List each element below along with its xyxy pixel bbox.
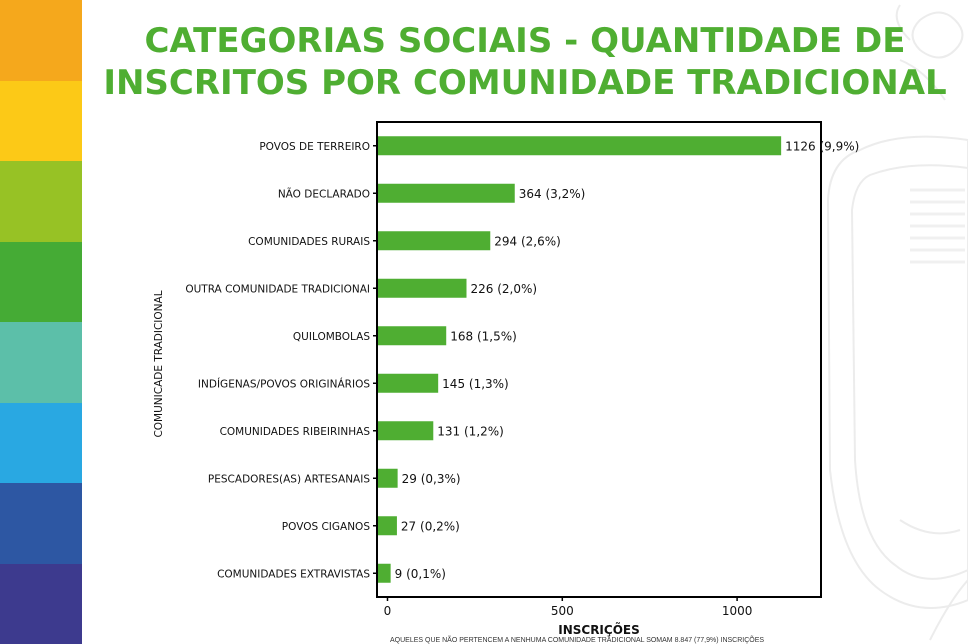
bar-8 xyxy=(378,468,398,488)
bar-5 xyxy=(378,326,447,346)
emblem-watermark xyxy=(826,4,968,641)
plot-frame xyxy=(376,121,822,598)
y-tick-label-9: POVOS CIGANOS xyxy=(282,521,371,533)
bar-9 xyxy=(378,516,397,536)
color-stripe-5 xyxy=(0,322,82,403)
color-stripe-7 xyxy=(0,483,82,564)
bar-6 xyxy=(378,373,439,393)
data-label-8: 29 (0,3%) xyxy=(402,472,461,486)
bar-4 xyxy=(378,278,467,298)
y-tick-label-2: NÃO DECLARADO xyxy=(278,187,370,200)
color-stripe-2 xyxy=(0,80,82,161)
data-label-7: 131 (1,2%) xyxy=(437,424,504,438)
x-axis-label: INSCRIÇÕES xyxy=(558,622,640,637)
x-tick-label-1: 0 xyxy=(384,604,392,618)
bar-7 xyxy=(378,421,434,441)
y-tick-label-10: COMUNIDADES EXTRAVISTAS xyxy=(217,568,370,580)
data-label-6: 145 (1,3%) xyxy=(442,377,509,391)
color-stripe-bar xyxy=(0,0,82,644)
chart-title-line-2: INSCRITOS POR COMUNIDADE TRADICIONAL xyxy=(103,63,947,103)
y-tick-label-5: QUILOMBOLAS xyxy=(293,331,370,343)
color-stripe-6 xyxy=(0,402,82,483)
chart-title: CATEGORIAS SOCIAIS - QUANTIDADE DE INSCR… xyxy=(100,20,950,104)
bar-3 xyxy=(378,231,491,251)
color-stripe-1 xyxy=(0,0,82,81)
y-tick-label-8: PESCADORES(AS) ARTESANAIS xyxy=(208,473,370,485)
data-label-4: 226 (2,0%) xyxy=(470,282,537,296)
bar-10 xyxy=(378,563,391,583)
color-stripe-3 xyxy=(0,161,82,242)
data-label-10: 9 (0,1%) xyxy=(395,567,446,581)
data-label-9: 27 (0,2%) xyxy=(401,519,460,533)
color-stripe-8 xyxy=(0,563,82,644)
data-label-5: 168 (1,5%) xyxy=(450,329,517,343)
y-tick-label-7: COMUNIDADES RIBEIRINHAS xyxy=(220,426,371,438)
data-label-1: 1126 (9,9%) xyxy=(785,139,859,153)
footnote: AQUELES QUE NÃO PERTENCEM A NENHUMA COMU… xyxy=(390,637,765,644)
bar-2 xyxy=(378,183,515,203)
color-stripe-4 xyxy=(0,241,82,322)
chart-title-line-1: CATEGORIAS SOCIAIS - QUANTIDADE DE xyxy=(144,21,906,61)
y-tick-label-1: POVOS DE TERREIRO xyxy=(259,141,370,153)
y-tick-label-3: COMUNIDADES RURAIS xyxy=(248,236,370,248)
x-tick-label-2: 500 xyxy=(551,604,574,618)
y-tick-label-6: INDÍGENAS/POVOS ORIGINÁRIOS xyxy=(198,377,370,390)
bar-1 xyxy=(378,136,782,156)
y-tick-label-4: OUTRA COMUNIDADE TRADICIONAI xyxy=(185,283,370,295)
y-axis-label: COMUNICADE TRADICIONAL xyxy=(153,290,165,437)
data-label-3: 294 (2,6%) xyxy=(494,234,561,248)
x-tick-label-3: 1000 xyxy=(722,604,753,618)
data-label-2: 364 (3,2%) xyxy=(519,187,586,201)
